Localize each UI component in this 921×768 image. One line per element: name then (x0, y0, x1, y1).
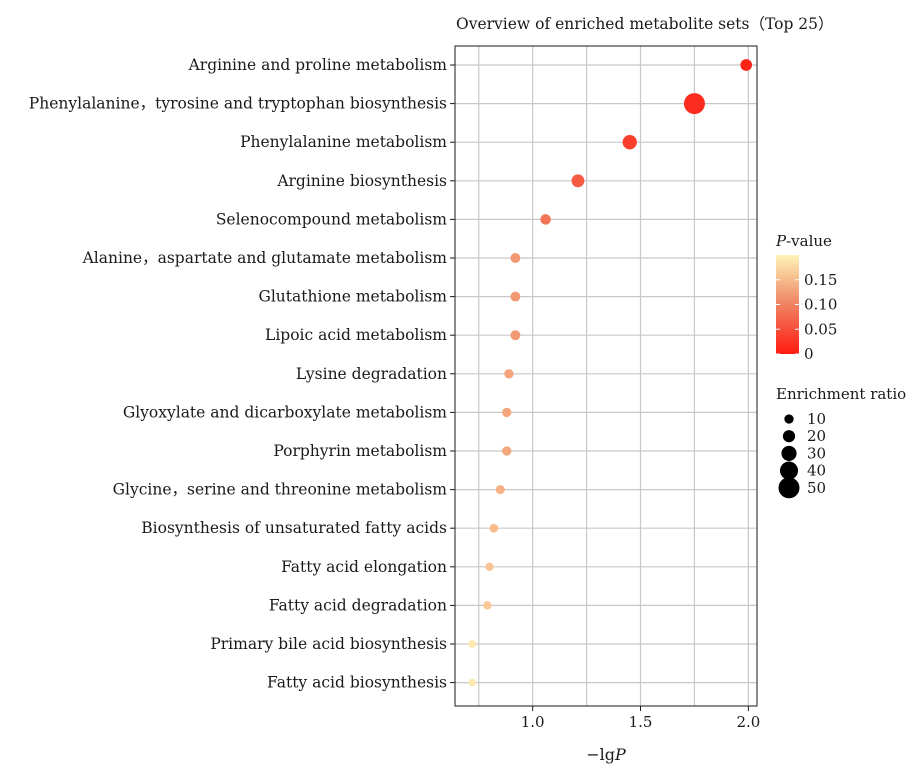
category-label: Arginine biosynthesis (276, 172, 447, 190)
size-legend-label: 30 (807, 444, 826, 462)
category-label: Phenylalanine，tyrosine and tryptophan bi… (29, 95, 447, 113)
category-label: Fatty acid elongation (281, 558, 447, 576)
x-tick-label: 1.5 (629, 713, 653, 731)
category-labels: Arginine and proline metabolism Phenylala… (29, 56, 455, 692)
plot-frame (454, 45, 758, 707)
size-legend-dot (779, 461, 799, 480)
data-point (510, 291, 521, 302)
size-legend-dot (778, 477, 800, 499)
chart-title: Overview of enriched metabolite sets（Top… (456, 15, 834, 33)
color-legend: P-value 0.15 0.10 0.05 0 (775, 232, 837, 363)
color-legend-label: 0 (804, 345, 814, 363)
color-legend-ticks: 0.15 0.10 0.05 0 (776, 271, 837, 363)
category-label: Glutathione metabolism (258, 288, 447, 306)
size-legend-label: 20 (807, 427, 826, 445)
data-point (495, 485, 505, 495)
grid-lines (455, 46, 757, 706)
category-label: Lysine degradation (296, 365, 447, 383)
size-legend-title: Enrichment ratio (776, 385, 906, 403)
x-axis-title: −lgP (586, 745, 626, 764)
category-label: Fatty acid degradation (269, 596, 447, 614)
category-label: Primary bile acid biosynthesis (210, 635, 447, 653)
data-point (540, 214, 551, 225)
data-point (740, 59, 753, 71)
data-point (510, 330, 521, 341)
category-label: Phenylalanine metabolism (240, 133, 447, 151)
category-label: Biosynthesis of unsaturated fatty acids (141, 519, 447, 537)
data-point (683, 93, 705, 115)
category-label: Arginine and proline metabolism (188, 56, 448, 74)
category-label: Fatty acid biosynthesis (267, 674, 447, 692)
color-legend-label: 0.05 (804, 320, 837, 338)
data-point (622, 135, 637, 150)
data-points (468, 59, 753, 687)
size-legend-label: 50 (807, 479, 826, 497)
data-point (483, 601, 492, 610)
data-point (571, 174, 585, 188)
x-axis-ticks: 1.0 1.5 2.0 (521, 706, 760, 731)
data-point (468, 678, 477, 687)
category-label: Glyoxylate and dicarboxylate metabolism (123, 403, 447, 421)
color-legend-title-italic: P (775, 232, 787, 250)
size-legend-label: 40 (807, 462, 826, 480)
size-legend-dot (784, 414, 794, 424)
x-tick-label: 1.0 (521, 713, 545, 731)
data-point (468, 640, 477, 648)
data-point (510, 253, 521, 263)
size-legend-label: 10 (807, 410, 826, 428)
category-label: Glycine，serine and threonine metabolism (113, 481, 448, 499)
color-legend-title: P-value (775, 232, 832, 250)
data-point (489, 523, 499, 533)
data-point (504, 369, 514, 379)
x-tick-label: 2.0 (736, 713, 760, 731)
category-label: Alanine，aspartate and glutamate metaboli… (82, 249, 448, 267)
color-legend-label: 0.10 (804, 296, 837, 314)
size-legend-dot (781, 445, 797, 461)
x-axis-title-main: −lg (586, 745, 615, 764)
category-label: Lipoic acid metabolism (265, 326, 447, 344)
color-legend-label: 0.15 (804, 271, 837, 289)
size-legend-dot (782, 430, 796, 443)
data-point (502, 407, 512, 418)
data-point (485, 562, 494, 572)
color-legend-title-rest: -value (786, 232, 832, 250)
category-label: Selenocompound metabolism (216, 210, 447, 228)
color-legend-bar (776, 255, 799, 354)
category-label: Porphyrin metabolism (273, 442, 447, 460)
x-axis-title-italic: P (614, 745, 626, 764)
data-point (502, 446, 512, 456)
